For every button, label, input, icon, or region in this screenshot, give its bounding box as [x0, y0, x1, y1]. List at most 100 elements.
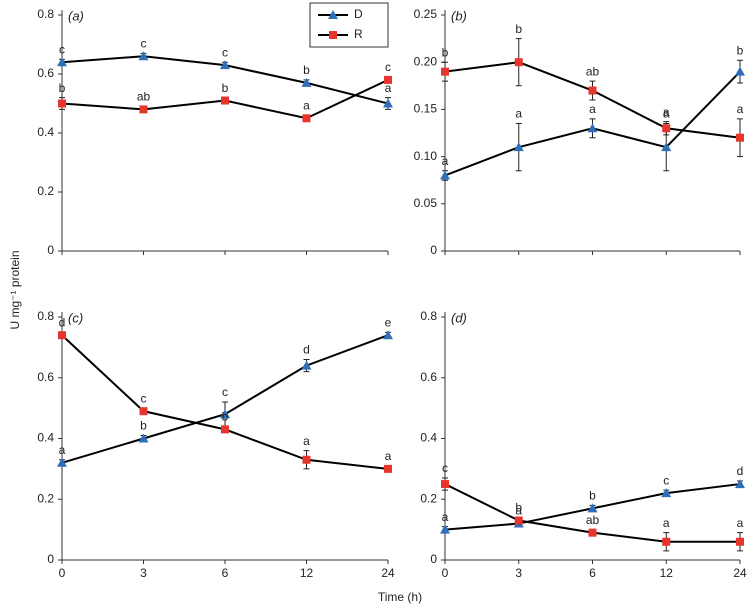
y-tick-label: 0 [47, 243, 54, 257]
legend-marker [328, 10, 338, 19]
marker [302, 114, 311, 123]
marker [58, 331, 66, 340]
marker [220, 60, 230, 70]
y-tick-label: 0.2 [37, 184, 54, 198]
x-tick-label: 0 [59, 566, 66, 580]
marker [588, 86, 597, 95]
x-tick-label: 6 [222, 566, 229, 580]
marker [301, 77, 312, 87]
significance-label: b [140, 419, 147, 433]
significance-label: c [59, 42, 65, 56]
y-tick-label: 0.6 [37, 370, 54, 384]
marker [735, 479, 745, 489]
significance-label: b [589, 488, 596, 502]
significance-label: a [385, 81, 392, 95]
significance-label: a [442, 510, 449, 524]
y-axis-label: U mg⁻¹ protein [8, 250, 22, 329]
marker [383, 98, 393, 108]
marker [514, 516, 523, 525]
marker [514, 58, 523, 67]
marker [661, 142, 672, 152]
marker [440, 524, 450, 534]
significance-label: d [737, 464, 744, 478]
significance-label: ab [586, 64, 600, 78]
significance-label: a [737, 516, 744, 530]
y-tick-label: 0.10 [414, 149, 438, 163]
marker [661, 488, 672, 498]
marker [220, 409, 230, 419]
significance-label: ab [137, 90, 151, 104]
significance-label: b [442, 45, 449, 59]
significance-label: b [222, 81, 229, 95]
legend-marker [329, 31, 337, 39]
panel-title: (b) [451, 8, 467, 23]
significance-label: a [303, 98, 310, 112]
marker [221, 96, 229, 105]
y-tick-label: 0 [47, 552, 54, 566]
legend-label: D [354, 7, 363, 21]
marker [139, 407, 148, 416]
significance-label: c [141, 391, 147, 405]
significance-label: c [222, 45, 228, 59]
significance-label: b [737, 43, 744, 57]
y-tick-label: 0 [430, 243, 437, 257]
marker [440, 170, 450, 180]
marker [513, 142, 524, 152]
x-tick-label: 0 [442, 566, 449, 580]
y-tick-label: 0.15 [414, 102, 438, 116]
significance-label: a [663, 105, 670, 119]
marker [384, 464, 392, 473]
x-tick-label: 3 [515, 566, 522, 580]
significance-label: b [59, 81, 66, 95]
panel-title: (d) [451, 310, 467, 325]
marker [302, 455, 311, 464]
significance-label: a [663, 107, 670, 121]
y-tick-label: 0.4 [37, 431, 54, 445]
significance-label: a [385, 449, 392, 463]
legend-box [309, 2, 389, 48]
significance-label: c [442, 461, 448, 475]
significance-label: b [222, 410, 229, 424]
marker [588, 528, 597, 537]
y-tick-label: 0.4 [420, 431, 437, 445]
y-tick-label: 0.6 [37, 66, 54, 80]
legend-label: R [354, 27, 363, 41]
significance-label: ab [586, 513, 600, 527]
significance-label: a [59, 443, 66, 457]
significance-label: d [59, 315, 66, 329]
y-tick-label: 0.6 [420, 370, 437, 384]
y-tick-label: 0 [430, 552, 437, 566]
marker [662, 124, 671, 133]
significance-label: a [737, 102, 744, 116]
x-tick-label: 12 [300, 566, 314, 580]
y-tick-label: 0.25 [414, 7, 438, 21]
marker [736, 133, 744, 142]
significance-label: a [663, 516, 670, 530]
marker [221, 425, 229, 434]
marker [587, 123, 598, 133]
significance-label: b [515, 22, 522, 36]
y-tick-label: 0.20 [414, 54, 438, 68]
marker [662, 537, 671, 546]
marker [301, 360, 312, 370]
y-tick-label: 0.2 [37, 491, 54, 505]
significance-label: a [442, 154, 449, 168]
significance-label: c [222, 385, 228, 399]
significance-label: a [515, 107, 522, 121]
marker [57, 57, 67, 67]
marker [383, 330, 393, 340]
significance-label: e [385, 315, 392, 329]
y-tick-label: 0.4 [37, 125, 54, 139]
significance-label: c [663, 473, 669, 487]
significance-label: c [141, 37, 147, 51]
marker [138, 51, 149, 61]
marker [441, 67, 449, 76]
x-tick-label: 6 [589, 566, 596, 580]
significance-label: b [303, 63, 310, 77]
significance-label: a [515, 504, 522, 518]
marker [735, 66, 745, 76]
y-tick-label: 0.8 [37, 309, 54, 323]
x-tick-label: 3 [140, 566, 147, 580]
significance-label: a [303, 434, 310, 448]
y-tick-label: 0.05 [414, 196, 438, 210]
